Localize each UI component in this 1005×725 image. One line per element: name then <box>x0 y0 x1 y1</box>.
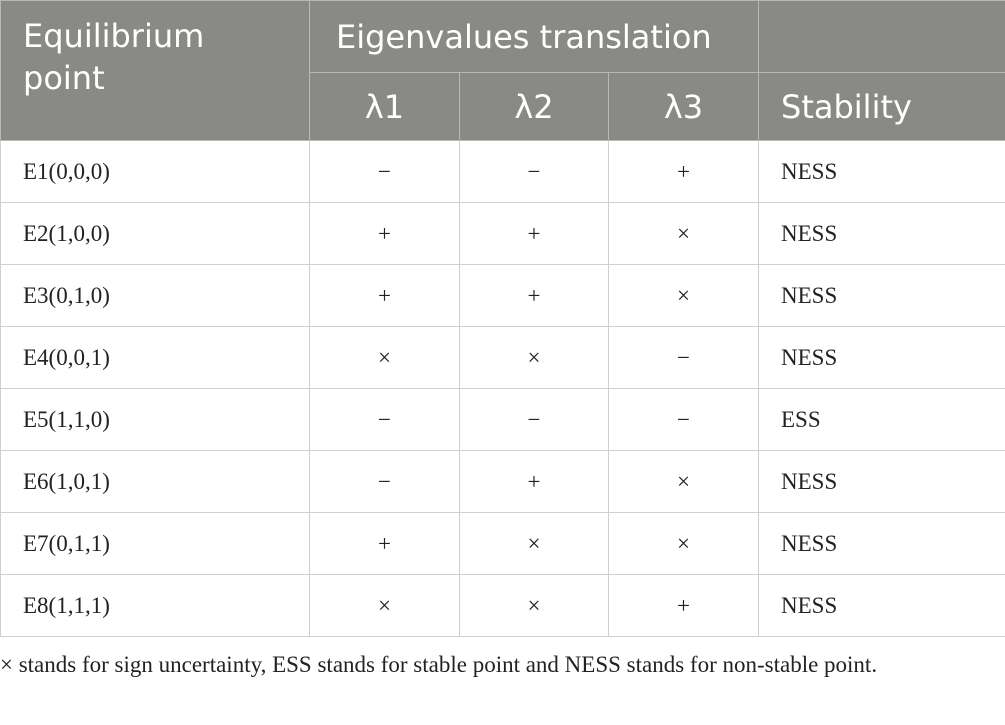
header-cell: λ2 <box>459 72 609 141</box>
table-cell: E3(0,1,0) <box>0 264 310 327</box>
table-cell: + <box>309 512 460 575</box>
header-cell: λ3 <box>608 72 759 141</box>
table-cell: NESS <box>758 264 1005 327</box>
header-group: Eigenvalues translation <box>309 0 759 73</box>
table-cell: − <box>309 388 460 451</box>
table-cell: E5(1,1,0) <box>0 388 310 451</box>
table-cell: × <box>608 202 759 265</box>
header-text: Equilibrium point <box>23 17 205 97</box>
table-cell: NESS <box>758 202 1005 265</box>
table-cell: + <box>608 140 759 203</box>
table-cell: × <box>459 326 609 389</box>
table-cell: NESS <box>758 140 1005 203</box>
table-cell: − <box>309 450 460 513</box>
table-row: E8(1,1,1) × × + NESS <box>0 574 1005 637</box>
table-cell: × <box>459 574 609 637</box>
header-cell <box>758 0 1005 73</box>
table-cell: NESS <box>758 512 1005 575</box>
table-cell: × <box>608 450 759 513</box>
table-cell: − <box>309 140 460 203</box>
table-cell: × <box>309 574 460 637</box>
table-cell: E1(0,0,0) <box>0 140 310 203</box>
table-cell: E7(0,1,1) <box>0 512 310 575</box>
table-cell: × <box>309 326 460 389</box>
table-cell: − <box>459 140 609 203</box>
table-cell: + <box>309 202 460 265</box>
table-cell: × <box>608 264 759 327</box>
table-cell: + <box>459 264 609 327</box>
table-cell: + <box>459 450 609 513</box>
table-row: E6(1,0,1) − + × NESS <box>0 450 1005 513</box>
data-table: Equilibrium point Eigenvalues translatio… <box>0 0 1005 637</box>
table-cell: + <box>608 574 759 637</box>
table-cell: E6(1,0,1) <box>0 450 310 513</box>
table-row: E7(0,1,1) + × × NESS <box>0 512 1005 575</box>
table-cell: − <box>608 326 759 389</box>
table-cell: E8(1,1,1) <box>0 574 310 637</box>
table-body: E1(0,0,0) − − + NESS E2(1,0,0) + + × NESS E3(0,1,0… <box>0 140 1005 637</box>
table-cell: − <box>608 388 759 451</box>
table-cell: NESS <box>758 574 1005 637</box>
table-row: E1(0,0,0) − − + NESS <box>0 140 1005 203</box>
table-cell: E2(1,0,0) <box>0 202 310 265</box>
table-cell: NESS <box>758 450 1005 513</box>
table-cell: + <box>459 202 609 265</box>
table-cell: + <box>309 264 460 327</box>
table-cell: × <box>459 512 609 575</box>
header-cell: Equilibrium point <box>0 0 310 141</box>
footnote: × stands for sign uncertainty, ESS stand… <box>0 652 878 677</box>
table-row: E2(1,0,0) + + × NESS <box>0 202 1005 265</box>
table-cell: − <box>459 388 609 451</box>
table-cell: ESS <box>758 388 1005 451</box>
header-cell: λ1 <box>309 72 460 141</box>
table-row: E5(1,1,0) − − − ESS <box>0 388 1005 451</box>
table-cell: NESS <box>758 326 1005 389</box>
table-row: E3(0,1,0) + + × NESS <box>0 264 1005 327</box>
table-cell: × <box>608 512 759 575</box>
table-cell: E4(0,0,1) <box>0 326 310 389</box>
table-row: E4(0,0,1) × × − NESS <box>0 326 1005 389</box>
header-cell: Stability <box>758 72 1005 141</box>
